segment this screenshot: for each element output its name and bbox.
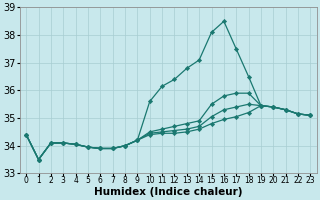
X-axis label: Humidex (Indice chaleur): Humidex (Indice chaleur) [94, 187, 243, 197]
